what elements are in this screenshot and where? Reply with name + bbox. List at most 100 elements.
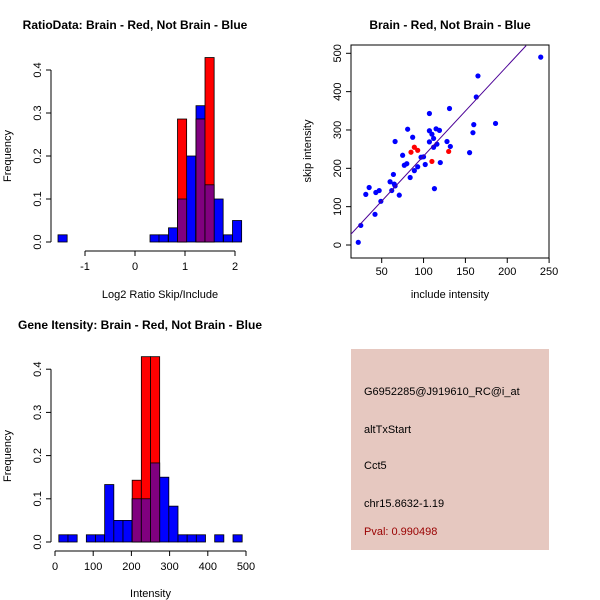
chart-title: Brain - Red, Not Brain - Blue xyxy=(369,18,531,32)
bar-overlap xyxy=(195,118,206,243)
point-not-brain xyxy=(404,161,410,167)
point-not-brain xyxy=(415,164,421,170)
bar-not-brain xyxy=(186,534,197,543)
y-tick-label: 0.4 xyxy=(32,62,44,77)
bar-not-brain xyxy=(223,234,234,243)
bar-not-brain xyxy=(85,534,96,543)
point-not-brain xyxy=(431,186,438,192)
y-tick-label: 0.2 xyxy=(32,148,44,163)
y-axis-label: Frequency xyxy=(2,130,14,182)
point-not-brain xyxy=(376,187,382,194)
bar-not-brain xyxy=(168,227,179,243)
y-tick-label: 400 xyxy=(332,82,344,100)
point-brain xyxy=(415,147,421,153)
point-not-brain xyxy=(470,130,476,136)
bar-not-brain xyxy=(149,234,160,243)
y-tick-label: 0.0 xyxy=(32,234,44,249)
bar-not-brain xyxy=(168,505,179,543)
y-axis-label: Frequency xyxy=(2,430,14,482)
bar-not-brain xyxy=(57,234,68,243)
x-tick-label: 100 xyxy=(84,561,102,573)
y-tick-label: 500 xyxy=(332,44,344,62)
point-not-brain xyxy=(475,73,481,79)
point-not-brain xyxy=(355,239,361,245)
bar-overlap xyxy=(140,498,151,543)
bar-not-brain xyxy=(232,220,243,243)
x-axis-label: include intensity xyxy=(411,289,490,301)
chart-title: Gene Itensity: Brain - Red, Not Brain - … xyxy=(18,318,262,332)
point-brain xyxy=(429,158,435,165)
y-tick-label: 200 xyxy=(332,159,344,177)
point-not-brain xyxy=(422,161,428,168)
bar-not-brain xyxy=(177,534,188,543)
point-not-brain xyxy=(446,105,453,112)
y-tick-label: 0.2 xyxy=(32,448,44,463)
point-not-brain xyxy=(405,126,411,132)
bar-overlap xyxy=(150,462,161,543)
plot-box xyxy=(350,44,550,259)
x-tick-label: 500 xyxy=(237,561,255,573)
bar-not-brain xyxy=(58,534,69,543)
point-not-brain xyxy=(366,184,372,191)
point-not-brain xyxy=(396,192,402,198)
point-not-brain xyxy=(447,143,453,150)
bar-overlap xyxy=(177,198,188,243)
x-tick-label: 300 xyxy=(160,561,178,573)
point-not-brain xyxy=(429,131,435,137)
x-tick-label: 1 xyxy=(182,261,188,273)
point-not-brain xyxy=(410,134,416,140)
y-tick-label: 0.0 xyxy=(32,534,44,549)
chart-title: RatioData: Brain - Red, Not Brain - Blue xyxy=(23,18,248,32)
x-tick-label: 100 xyxy=(414,266,432,278)
x-tick-label: 200 xyxy=(498,266,516,278)
bar-not-brain xyxy=(95,534,106,543)
x-tick-label: 150 xyxy=(456,266,474,278)
x-tick-label: 400 xyxy=(199,561,217,573)
x-tick-label: 2 xyxy=(232,261,238,273)
x-tick-label: -1 xyxy=(80,261,90,273)
point-not-brain xyxy=(444,138,450,145)
y-axis-label: skip intensity xyxy=(302,119,314,182)
point-not-brain xyxy=(426,110,433,117)
x-tick-label: 200 xyxy=(122,561,140,573)
point-not-brain xyxy=(400,152,406,158)
point-brain xyxy=(446,148,452,155)
y-tick-label: 0.1 xyxy=(32,191,44,206)
y-tick-label: 0 xyxy=(332,242,344,248)
bar-not-brain xyxy=(214,534,225,543)
point-not-brain xyxy=(358,222,364,229)
probe-id: G6952285@J919610_RC@i_at xyxy=(364,386,520,398)
gene-name: Cct5 xyxy=(364,460,387,472)
point-not-brain xyxy=(363,191,369,197)
regression-line xyxy=(351,45,527,235)
bar-not-brain xyxy=(195,534,206,543)
point-not-brain xyxy=(538,54,544,60)
bar-not-brain xyxy=(232,534,243,543)
point-not-brain xyxy=(471,122,477,128)
bar-overlap xyxy=(131,498,142,543)
pval: Pval: 0.990498 xyxy=(364,526,438,538)
bar-not-brain xyxy=(67,534,78,543)
point-not-brain xyxy=(426,139,433,145)
x-tick-label: 0 xyxy=(52,561,58,573)
point-not-brain xyxy=(390,171,397,178)
x-tick-label: 250 xyxy=(540,266,558,278)
event-type: altTxStart xyxy=(364,424,412,436)
bar-not-brain xyxy=(186,155,197,243)
bar-not-brain xyxy=(159,476,170,543)
x-axis-label: Intensity xyxy=(130,588,171,600)
bar-overlap xyxy=(204,184,215,243)
point-not-brain xyxy=(430,135,437,142)
x-tick-label: 0 xyxy=(132,261,138,273)
y-tick-label: 0.1 xyxy=(32,491,44,506)
y-tick-label: 0.3 xyxy=(32,405,44,420)
location: chr15.8632-1.19 xyxy=(364,498,445,510)
x-tick-label: 50 xyxy=(376,266,388,278)
point-not-brain xyxy=(437,159,443,166)
x-axis-label: Log2 Ratio Skip/Include xyxy=(102,289,218,301)
bar-not-brain xyxy=(113,520,124,543)
point-brain xyxy=(411,144,417,150)
point-not-brain xyxy=(436,127,443,133)
bar-not-brain xyxy=(158,234,169,243)
